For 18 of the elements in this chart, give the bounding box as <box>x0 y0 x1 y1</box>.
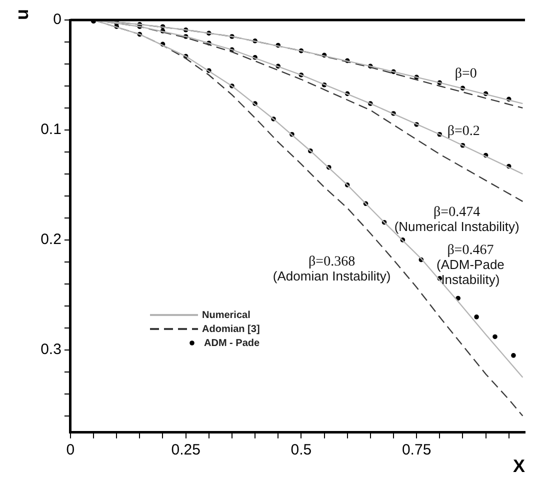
annotation: β=0 <box>454 66 477 82</box>
annotation: β=0.2 <box>447 124 480 140</box>
annotation: β=0.474 (Numerical Instability) <box>394 205 520 234</box>
y-tick-label: 0.1 <box>40 121 62 138</box>
x-tick-label: 0 <box>66 442 75 459</box>
annotation: β=0.368 (Adomian Instability) <box>272 254 391 284</box>
annotation: β=0.467 (ADM-Pade Instability) <box>436 243 504 287</box>
y-tick-label: 0 <box>53 11 62 28</box>
y-axis-title: u <box>12 9 32 20</box>
x-tick-label: 0.75 <box>402 442 432 459</box>
y-tick-label: 0.3 <box>40 341 62 358</box>
x-tick-label: 0.25 <box>171 442 200 459</box>
legend-label: ADM - Pade <box>204 338 260 348</box>
y-tick-label: 0.2 <box>40 231 62 248</box>
x-tick-label: 0.5 <box>290 442 312 459</box>
legend-label: Numerical <box>202 310 250 320</box>
legend-label: Adomian [3] <box>202 324 260 334</box>
x-axis-title: X <box>512 456 525 476</box>
